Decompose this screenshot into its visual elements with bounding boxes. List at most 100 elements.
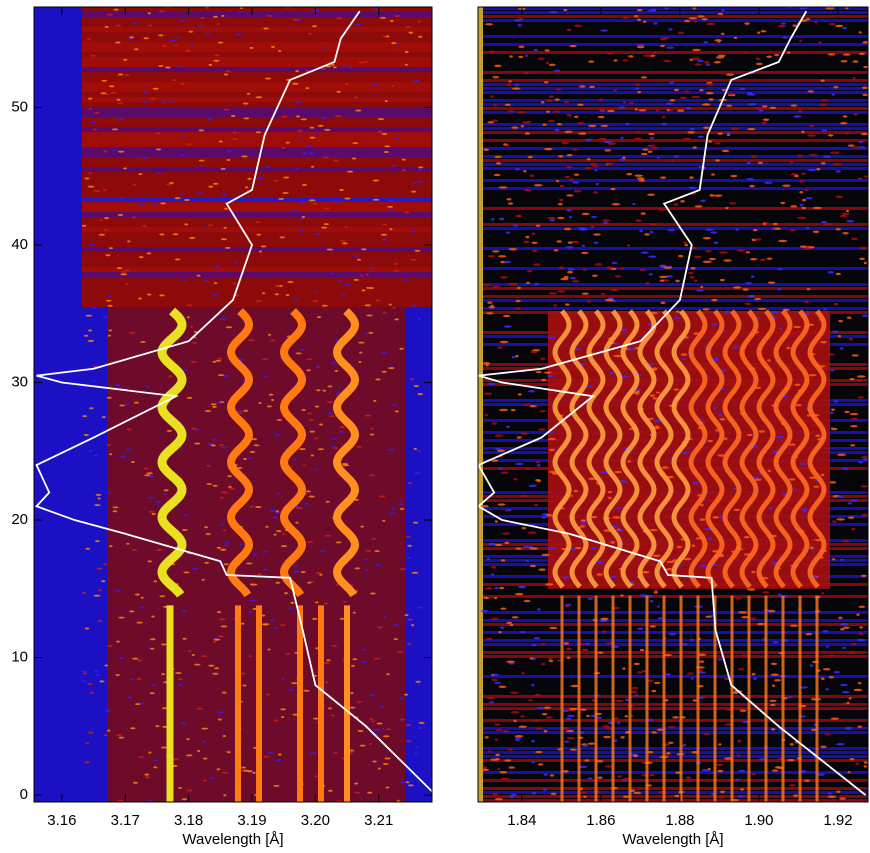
speckle [353,255,359,258]
speckle [485,637,493,641]
speckle [508,248,518,251]
speckle [810,698,817,701]
speckle [381,727,385,730]
speckle [795,403,802,407]
stripe [82,207,432,212]
speckle [136,621,143,624]
emission-wave [756,309,776,589]
speckle [740,788,745,791]
speckle [204,409,212,412]
speckle [494,543,502,547]
speckle [789,160,794,164]
emission-wave [739,309,759,589]
speckle [108,247,113,250]
speckle [579,525,586,528]
speckle [804,300,809,304]
speckle [714,61,721,64]
speckle [746,161,752,165]
speckle [333,751,338,754]
speckle [698,165,707,169]
speckle [647,144,656,147]
speckle [159,294,165,297]
speckle [486,557,490,561]
stripe [483,655,868,658]
speckle [520,124,524,128]
speckle [160,202,166,205]
speckle [622,795,630,798]
speckle [360,274,364,277]
speckle [701,18,708,21]
speckle [526,120,532,124]
speckle [533,184,543,187]
speckle [417,20,421,23]
speckle [139,702,145,705]
speckle [216,546,222,549]
speckle [645,282,650,285]
speckle [596,716,603,719]
speckle [534,503,539,507]
speckle [857,725,862,728]
speckle [799,245,808,248]
speckle [710,323,718,326]
speckle [184,223,189,226]
speckle [839,347,844,350]
speckle [811,539,817,543]
speckle [809,546,814,550]
stripe [82,87,432,92]
speckle [88,731,94,734]
speckle [263,27,269,30]
speckle [685,776,692,779]
speckle [831,330,839,333]
speckle [488,306,495,309]
speckle [548,95,554,98]
speckle [373,399,377,402]
speckle [698,660,705,663]
stripe [82,267,432,272]
speckle [223,794,227,797]
speckle [802,198,807,202]
speckle [595,182,599,186]
stripe [82,247,432,252]
speckle [494,797,504,801]
speckle [801,206,807,210]
speckle [710,614,715,617]
speckle [417,727,423,730]
speckle [651,689,657,693]
speckle [637,131,641,134]
speckle [565,729,575,733]
stripe [483,147,868,150]
speckle [122,58,128,61]
speckle [295,521,299,524]
speckle [753,677,757,680]
speckle [212,182,219,185]
speckle [857,177,863,180]
speckle [249,46,254,49]
speckle [221,691,227,694]
speckle [841,212,850,215]
stripe [483,11,868,14]
speckle [717,769,724,773]
speckle [532,249,538,252]
speckle [386,728,391,731]
speckle [152,203,157,206]
speckle [700,503,704,507]
speckle [707,537,713,541]
speckle [322,389,326,392]
speckle [234,260,239,263]
speckle [243,409,249,412]
speckle [603,735,612,739]
speckle [515,307,522,310]
speckle [124,269,130,272]
speckle [224,544,229,547]
stripe [82,117,432,122]
speckle [369,694,376,697]
speckle [326,401,333,404]
speckle [839,558,845,562]
speckle [498,186,508,189]
speckle [138,756,145,759]
speckle [703,41,708,44]
speckle [511,126,519,129]
speckle [862,93,868,97]
speckle [542,712,548,716]
speckle [492,75,500,79]
